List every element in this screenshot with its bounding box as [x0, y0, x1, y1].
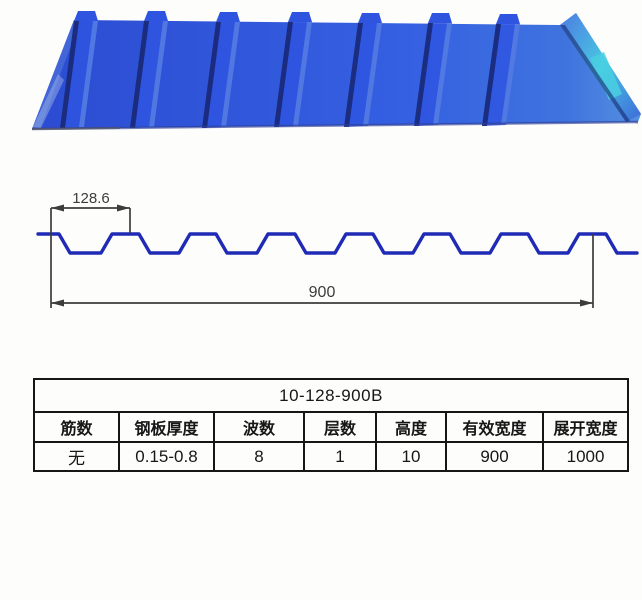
value-effective-width: 900 [445, 441, 544, 472]
table-title-row: 10-128-900B [32, 378, 630, 413]
table-value-row: 无 0.15-0.8 8 1 10 900 1000 [33, 441, 630, 472]
roof-sheet-image [31, 11, 641, 131]
profile-wave-line [36, 232, 639, 255]
value-plate-thickness: 0.15-0.8 [118, 441, 215, 472]
header-rib-count: 筋数 [33, 411, 120, 443]
overall-width-dimension [51, 234, 594, 308]
spec-table: 10-128-900B 筋数 钢板厚度 波数 层数 高度 有效宽度 展开宽度 无… [32, 378, 630, 472]
profile-drawing: 128.6 900 [0, 180, 642, 320]
pitch-dimension [50, 204, 131, 308]
header-height: 高度 [375, 411, 447, 443]
sheet-right-shadow-line [560, 25, 630, 122]
sheet-left-edge-glint [33, 74, 64, 128]
profile-svg: 128.6 900 [36, 190, 639, 308]
header-wave-count: 波数 [213, 411, 305, 443]
model-title: 10-128-900B [32, 378, 630, 413]
value-wave-count: 8 [213, 441, 305, 472]
header-plate-thickness: 钢板厚度 [118, 411, 215, 443]
value-height: 10 [375, 441, 447, 472]
header-layer-count: 层数 [303, 411, 377, 443]
value-layer-count: 1 [303, 441, 377, 472]
pitch-dimension-label: 128.6 [72, 190, 110, 207]
sheet-right-glint [590, 52, 622, 100]
sheet-body [32, 13, 641, 129]
sheet-left-edge [32, 20, 80, 129]
header-effective-width: 有效宽度 [445, 411, 544, 443]
table-header-row: 筋数 钢板厚度 波数 层数 高度 有效宽度 展开宽度 [33, 411, 630, 443]
product-photo [0, 0, 642, 168]
sheet-ribs [60, 11, 520, 128]
value-unfolded-width: 1000 [541, 441, 630, 472]
overall-width-label: 900 [309, 284, 336, 301]
sheet-bottom-edge-tip [31, 127, 121, 130]
sheet-bottom-edge [31, 120, 639, 131]
value-rib-count: 无 [33, 441, 120, 472]
header-unfolded-width: 展开宽度 [541, 411, 630, 443]
